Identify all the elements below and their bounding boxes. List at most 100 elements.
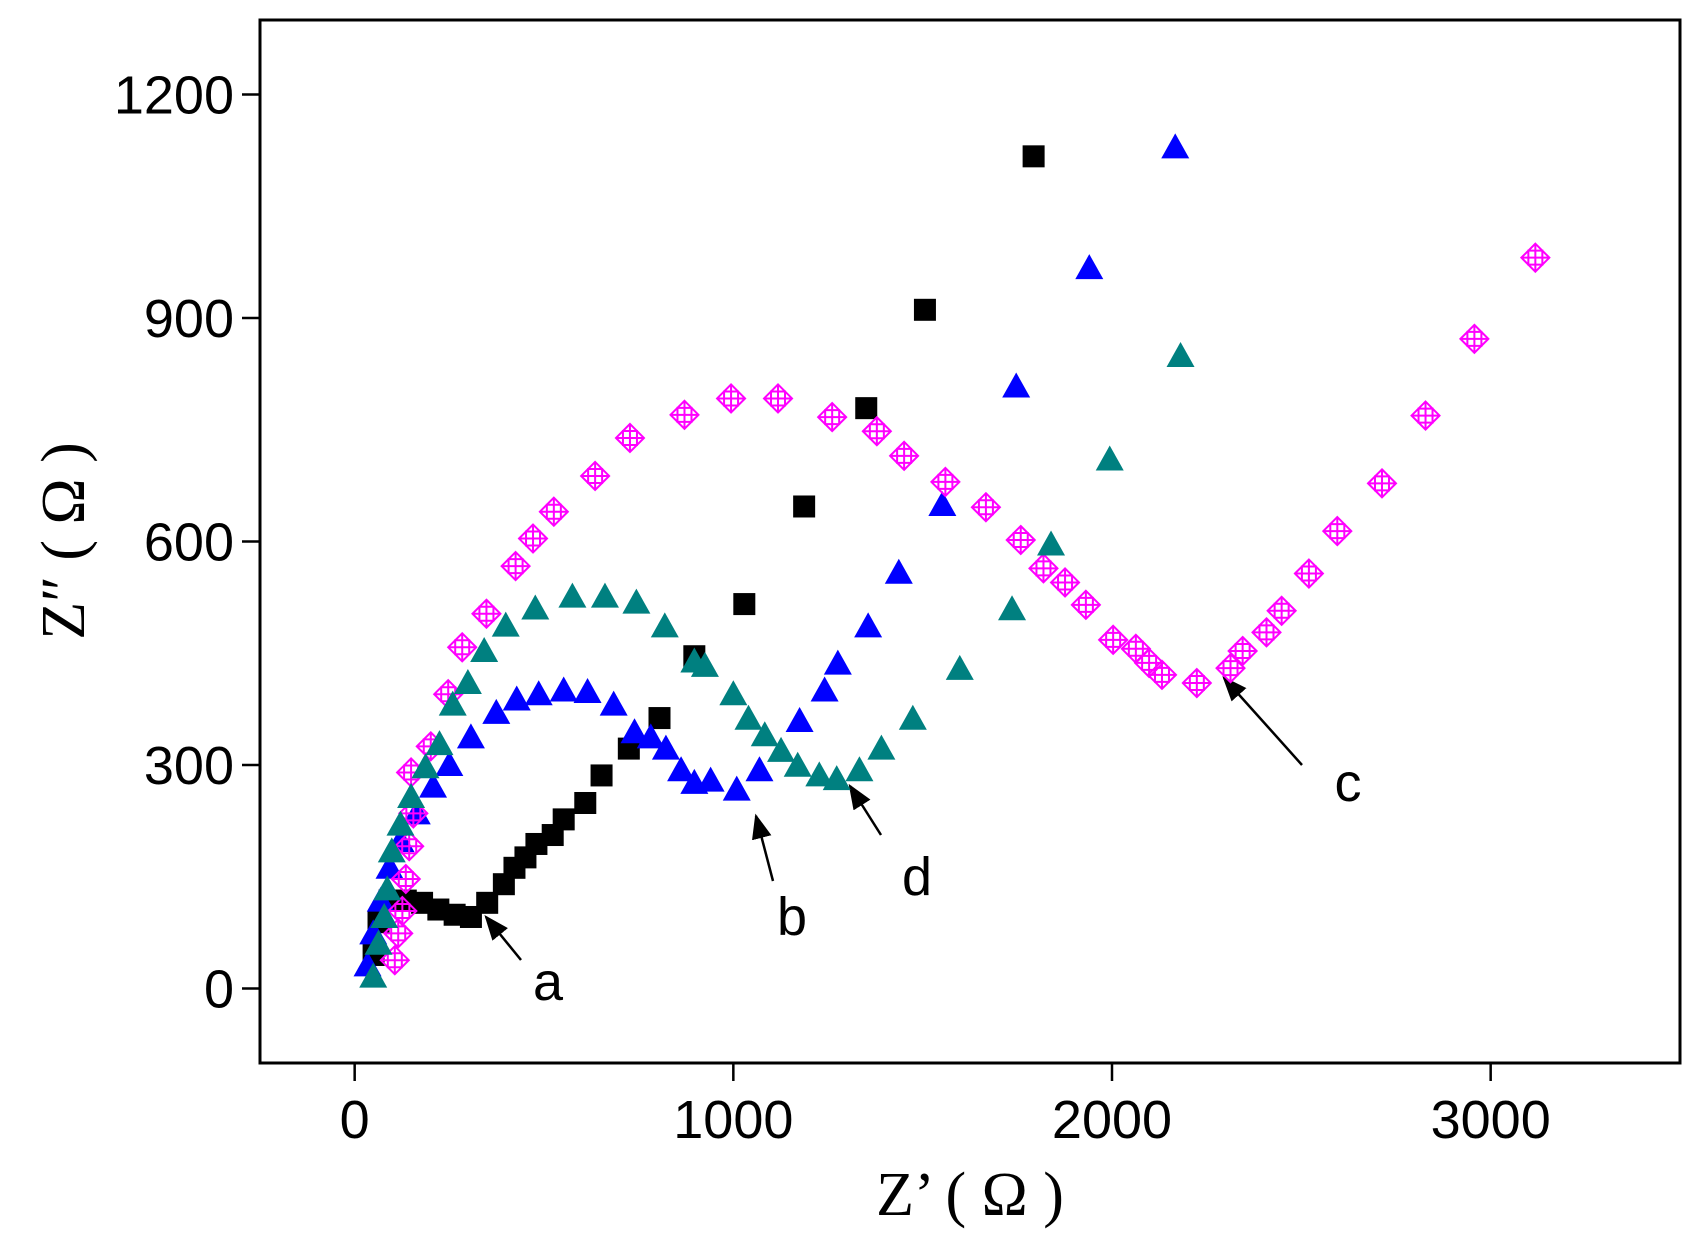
- x-tick-label: 0: [340, 1090, 370, 1150]
- point: [823, 649, 852, 675]
- point: [1266, 595, 1298, 627]
- point: [393, 830, 425, 862]
- x-tick-label: 3000: [1431, 1090, 1551, 1150]
- point: [491, 611, 520, 637]
- annotation: d: [902, 847, 932, 907]
- point: [471, 598, 502, 630]
- point: [715, 383, 747, 414]
- point: [622, 588, 651, 614]
- point: [1251, 616, 1282, 648]
- point: [854, 612, 883, 638]
- point: [785, 707, 814, 733]
- point: [386, 895, 418, 927]
- point: [476, 891, 499, 914]
- point: [734, 704, 763, 730]
- point: [1037, 530, 1066, 556]
- point: [359, 962, 388, 988]
- point: [669, 399, 700, 431]
- point: [524, 680, 553, 706]
- point: [370, 902, 399, 928]
- point: [690, 651, 719, 677]
- point: [650, 612, 679, 638]
- point: [435, 751, 464, 776]
- point: [745, 756, 774, 782]
- point: [502, 685, 531, 711]
- point: [419, 772, 448, 798]
- point: [438, 690, 467, 716]
- point: [1215, 652, 1246, 684]
- point: [411, 753, 440, 779]
- point: [574, 791, 597, 814]
- point: [382, 917, 414, 949]
- point: [1519, 242, 1551, 274]
- point: [517, 523, 549, 554]
- point: [1070, 589, 1102, 621]
- point: [390, 863, 422, 895]
- point: [793, 495, 816, 518]
- point: [805, 761, 834, 787]
- x-axis-label: Z’ ( Ω ): [876, 1161, 1064, 1229]
- point: [1366, 467, 1398, 499]
- point: [1458, 323, 1490, 355]
- point: [558, 582, 587, 608]
- point: [696, 766, 725, 792]
- point: [945, 654, 974, 680]
- arrow: [1222, 676, 1303, 766]
- point: [855, 397, 878, 420]
- annotation: c: [1335, 753, 1362, 813]
- point: [884, 558, 913, 584]
- x-tick-label: 1000: [673, 1090, 793, 1150]
- point: [888, 440, 920, 472]
- point: [397, 798, 429, 829]
- point: [364, 929, 393, 955]
- point: [822, 765, 851, 791]
- point: [620, 718, 649, 744]
- point: [446, 631, 478, 663]
- point: [913, 298, 936, 321]
- point: [538, 496, 570, 528]
- annotation: b: [777, 887, 807, 947]
- point: [377, 837, 406, 863]
- point: [397, 783, 426, 809]
- point: [1321, 515, 1353, 547]
- point: [750, 721, 779, 747]
- point: [861, 415, 893, 447]
- point: [470, 637, 499, 663]
- point: [867, 734, 896, 760]
- arrow: [848, 783, 883, 836]
- point: [590, 582, 619, 608]
- point: [970, 491, 1002, 523]
- point: [552, 808, 575, 831]
- point: [500, 550, 532, 582]
- point: [590, 764, 613, 787]
- point: [614, 422, 646, 454]
- point: [1097, 624, 1129, 656]
- point: [1293, 558, 1325, 589]
- point: [816, 401, 848, 433]
- point: [719, 680, 748, 706]
- point: [521, 594, 550, 620]
- point: [762, 383, 794, 414]
- point: [1075, 254, 1104, 280]
- plot-frame: [258, 18, 1682, 1065]
- point: [1049, 567, 1081, 598]
- point: [929, 466, 961, 498]
- arrow: [752, 813, 775, 882]
- point: [998, 595, 1027, 621]
- point: [456, 723, 485, 749]
- y-tick-label: 300: [144, 736, 234, 796]
- point: [425, 730, 454, 756]
- point: [1002, 372, 1031, 398]
- y-axis-label: Z″ ( Ω ): [30, 442, 98, 640]
- point: [599, 690, 628, 716]
- point: [1227, 635, 1259, 667]
- point: [453, 669, 482, 695]
- x-tick-label: 2000: [1052, 1090, 1172, 1150]
- point: [1022, 145, 1045, 168]
- y-tick-label: 600: [144, 513, 234, 573]
- point: [579, 460, 611, 492]
- point: [482, 698, 511, 724]
- point: [898, 704, 927, 730]
- point: [845, 756, 874, 782]
- y-tick-label: 1200: [114, 66, 234, 126]
